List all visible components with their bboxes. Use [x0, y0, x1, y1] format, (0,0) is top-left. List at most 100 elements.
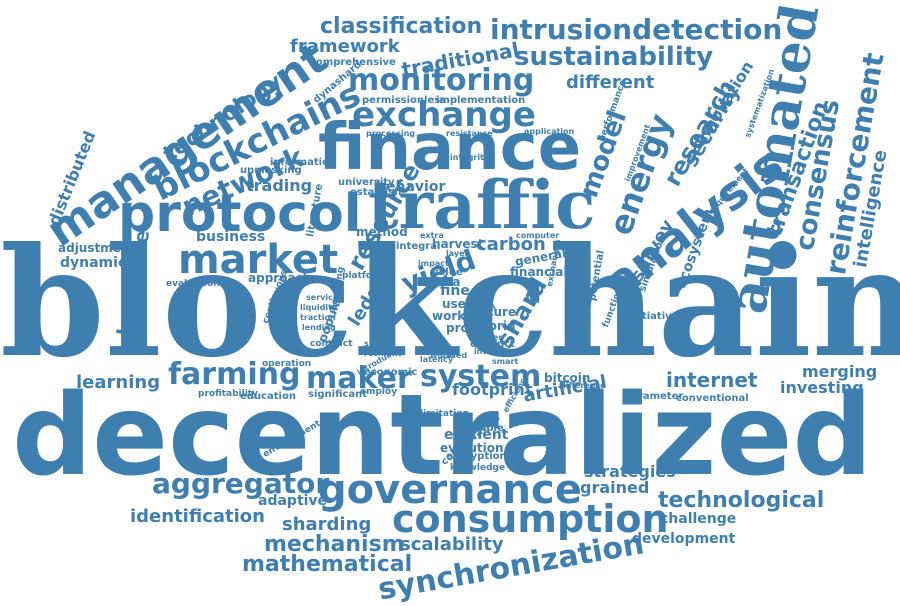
- word-data: data: [430, 275, 461, 289]
- word-lending: lending: [302, 323, 336, 332]
- word-resistance: resistance: [446, 129, 493, 138]
- word-bitcoin: bitcoin: [544, 371, 591, 385]
- word-evolution: evolution: [440, 441, 504, 455]
- word-consumption: consumption: [392, 497, 669, 541]
- word-integral: integral: [396, 241, 441, 252]
- word-classification: classification: [320, 14, 483, 39]
- word-permissionless: permissionless: [362, 95, 447, 106]
- word-knowledge: knowledge: [450, 463, 506, 473]
- word-world: world: [430, 351, 456, 360]
- word-harvest: harvest: [432, 237, 484, 251]
- word-service: service: [306, 293, 339, 302]
- word-interest: interest: [474, 347, 510, 356]
- word-trading: trading: [246, 176, 313, 195]
- word-challenge: challenge: [660, 511, 737, 527]
- word-computer: computer: [516, 231, 560, 240]
- word-investing: investing: [780, 378, 864, 397]
- word-farming: farming: [168, 357, 301, 392]
- word-evaluation: evaluation: [166, 279, 220, 289]
- word-approach: approach: [248, 271, 312, 285]
- word-blockchain: blockchain: [0, 215, 900, 391]
- word-user: user: [442, 297, 472, 311]
- word-carbon: carbon: [476, 234, 546, 255]
- word-parameter: parameter: [624, 391, 684, 402]
- word-hybrid: hybrid: [472, 319, 516, 333]
- word-sharding: sharding: [282, 514, 372, 535]
- word-behavior: behavior: [376, 179, 446, 195]
- word-encryption: encryption: [446, 451, 507, 462]
- word-scalability: scalability: [400, 534, 504, 555]
- word-grained: grained: [580, 478, 650, 497]
- word-example: example: [456, 423, 504, 434]
- word-intrusiondetection: intrusiondetection: [490, 13, 783, 46]
- word-efficient: efficient: [444, 427, 509, 443]
- word-future: future: [474, 305, 517, 319]
- word-smart: smart: [492, 357, 519, 366]
- word-processing: processing: [366, 129, 416, 138]
- word-limitation: limitation: [420, 409, 469, 419]
- word-method: method: [356, 225, 408, 239]
- word-supply: supply: [364, 339, 394, 348]
- word-financial: financial: [510, 265, 568, 279]
- word-different: different: [566, 72, 655, 93]
- word-implementation: implementation: [436, 95, 526, 106]
- word-layer: layer: [446, 249, 469, 258]
- word-platform: platform: [342, 271, 386, 281]
- word-adaptive: adaptive: [258, 493, 328, 509]
- word-internet: internet: [666, 368, 758, 392]
- word-development: development: [632, 531, 736, 547]
- word-conduct: conduct: [470, 339, 515, 350]
- word-traction: traction: [300, 313, 336, 322]
- word-application: application: [524, 127, 575, 136]
- word-governance: governance: [318, 467, 582, 513]
- word-finance: finance: [318, 111, 582, 185]
- word-protocol: protocol: [118, 184, 362, 244]
- word-university: university: [338, 177, 395, 188]
- word-market: market: [178, 237, 339, 283]
- word-extra: extra: [420, 231, 444, 240]
- word-work: work: [432, 309, 466, 323]
- word-information: information: [270, 157, 337, 168]
- word-unmasking: unmasking: [240, 165, 302, 176]
- word-resilient: resilient: [364, 349, 402, 358]
- word-proof: proof: [446, 321, 483, 335]
- word-operation: operation: [262, 359, 312, 369]
- word-integrity: integrity: [450, 153, 490, 162]
- word-education: education: [240, 391, 296, 402]
- word-exchange: exchange: [352, 95, 536, 135]
- word-profitability: profitability: [198, 389, 258, 399]
- word-sustainability: sustainability: [514, 42, 714, 72]
- word-establish: establish: [350, 187, 402, 198]
- word-traffic: traffic: [368, 166, 596, 244]
- word-identification: identification: [130, 506, 265, 527]
- word-monitoring: monitoring: [348, 63, 535, 98]
- word-strategies: strategies: [584, 462, 676, 481]
- word-technological: technological: [658, 488, 825, 513]
- word-employ: employ: [360, 387, 398, 397]
- word-framework: framework: [290, 36, 400, 57]
- word-initiative: initiative: [628, 311, 679, 322]
- word-system: system: [420, 359, 542, 394]
- word-maker: maker: [306, 361, 412, 396]
- word-mechanism: mechanism: [264, 532, 405, 557]
- word-dynamic: dynamic: [60, 255, 127, 271]
- word-contract: contract: [310, 339, 353, 349]
- word-impact: impact: [418, 259, 449, 268]
- word-value: value: [432, 267, 463, 278]
- word-economic: economic: [364, 367, 418, 378]
- word-learning: learning: [76, 372, 161, 393]
- word-adjustment: adjustment: [58, 241, 136, 255]
- word-business: business: [196, 229, 266, 245]
- word-paper: paper: [476, 333, 503, 342]
- word-aggregator: aggregator: [152, 467, 330, 500]
- word-difference: difference: [560, 381, 606, 390]
- word-liquidity: liquidity: [300, 303, 338, 312]
- word-comprehensive: comprehensive: [310, 57, 396, 68]
- word-merging: merging: [802, 362, 878, 381]
- word-conventional: conventional: [676, 393, 749, 404]
- word-significant: significant: [308, 389, 368, 400]
- word-latency: latency: [420, 355, 454, 364]
- word-mathematical: mathematical: [242, 552, 413, 577]
- word-decentralized: decentralized: [12, 371, 873, 501]
